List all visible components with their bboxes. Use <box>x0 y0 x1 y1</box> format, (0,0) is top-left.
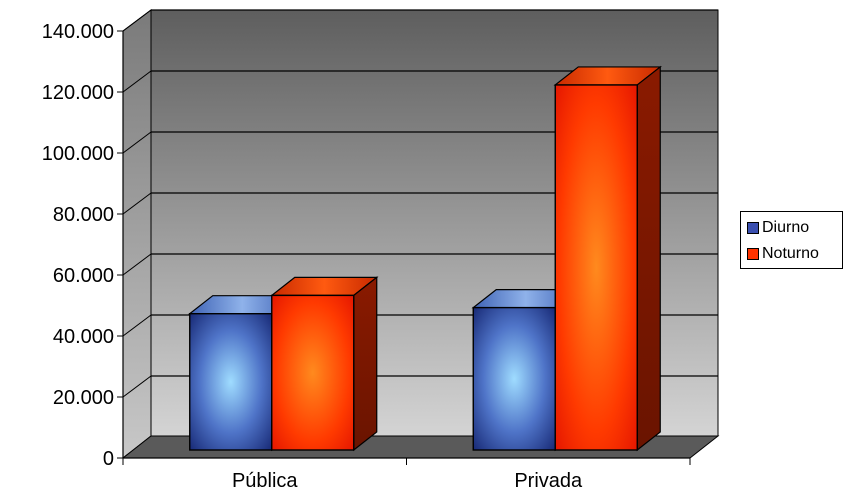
legend-item-diurno: Diurno <box>747 218 809 238</box>
legend-label-diurno: Diurno <box>762 219 810 236</box>
bar-front <box>271 294 355 451</box>
bars <box>188 65 662 452</box>
bar-noturno-1 <box>553 65 662 452</box>
gridline-side <box>122 70 152 93</box>
chart-side-wall <box>122 9 152 460</box>
y-tick-label: 60.000 <box>53 265 114 287</box>
bar-front <box>472 306 556 451</box>
legend-label-noturno: Noturno <box>762 245 819 262</box>
x-tick-label: Pública <box>232 470 298 492</box>
y-tick-label: 80.000 <box>53 204 114 226</box>
bar-noturno-0 <box>270 276 379 452</box>
legend-swatch-diurno <box>747 222 759 234</box>
legend-swatch-noturno <box>747 248 759 260</box>
gridline-side <box>122 192 152 215</box>
y-tick-label: 120.000 <box>42 82 114 104</box>
bar-front <box>189 313 273 451</box>
y-tick-label: 20.000 <box>53 387 114 409</box>
legend-item-noturno: Noturno <box>747 244 819 264</box>
gridline-side <box>122 253 152 276</box>
axes: 0 20.000 40.000 60.000 80.000 100.000 120.000 1… <box>42 21 691 492</box>
x-tick-label: Privada <box>514 470 583 492</box>
gridline-side <box>122 314 152 337</box>
y-tick-label: 40.000 <box>53 326 114 348</box>
y-tick-label: 100.000 <box>42 143 114 165</box>
y-tick-label: 0 <box>103 448 114 470</box>
gridline-side <box>122 375 152 398</box>
bar-front <box>554 84 638 451</box>
gridline-side <box>122 131 152 154</box>
legend: Diurno Noturno <box>740 211 843 269</box>
bar-side <box>636 65 661 452</box>
bar-side <box>353 276 378 452</box>
y-tick-label: 140.000 <box>42 21 114 43</box>
gridline-side <box>122 9 152 32</box>
